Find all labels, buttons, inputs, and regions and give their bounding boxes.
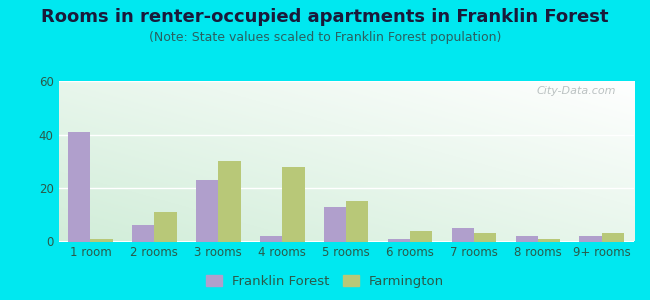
- Bar: [346, 201, 369, 242]
- Legend: Franklin Forest, Farmington: Franklin Forest, Farmington: [202, 271, 448, 292]
- Bar: [452, 228, 474, 242]
- Bar: [410, 231, 432, 242]
- Bar: [260, 236, 282, 242]
- Bar: [282, 167, 305, 242]
- Bar: [602, 233, 624, 242]
- Bar: [155, 212, 177, 242]
- Bar: [474, 233, 497, 242]
- Bar: [132, 226, 155, 242]
- Bar: [387, 239, 410, 242]
- Bar: [538, 239, 560, 242]
- Text: (Note: State values scaled to Franklin Forest population): (Note: State values scaled to Franklin F…: [149, 32, 501, 44]
- Bar: [68, 132, 90, 242]
- Text: City-Data.com: City-Data.com: [537, 86, 616, 96]
- Bar: [579, 236, 602, 242]
- Bar: [196, 180, 218, 242]
- Bar: [90, 239, 113, 242]
- Text: Rooms in renter-occupied apartments in Franklin Forest: Rooms in renter-occupied apartments in F…: [41, 8, 609, 26]
- Bar: [515, 236, 538, 242]
- Bar: [324, 207, 346, 242]
- Bar: [218, 161, 240, 242]
